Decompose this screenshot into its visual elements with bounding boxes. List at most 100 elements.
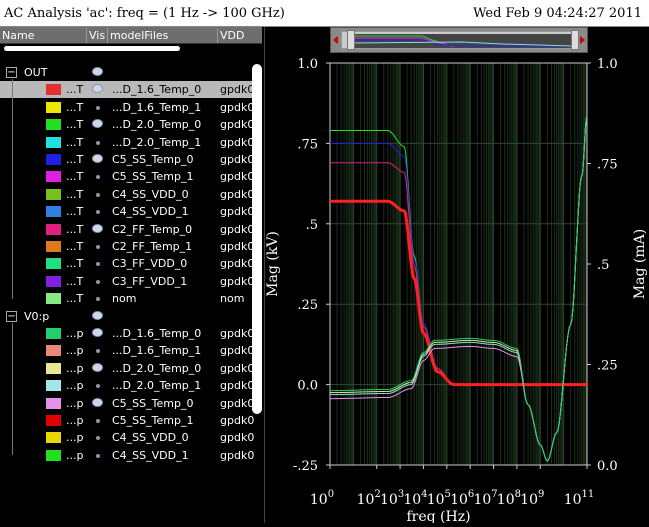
signal-row[interactable]: ...p C4_SS_VDD_0 gpdk0 xyxy=(0,429,258,446)
signal-row[interactable]: ...p C5_SS_Temp_1 gpdk0 xyxy=(0,412,258,429)
model-file: ...D_1.6_Temp_0 xyxy=(112,83,202,97)
column-name[interactable]: Name xyxy=(2,29,35,42)
color-swatch[interactable] xyxy=(46,293,61,305)
color-swatch[interactable] xyxy=(46,206,61,218)
visibility-dot-icon[interactable] xyxy=(96,140,100,145)
visibility-dot-icon[interactable] xyxy=(96,297,100,302)
group-v0-p[interactable]: − V0:p xyxy=(0,308,258,325)
color-swatch[interactable] xyxy=(46,136,61,148)
signal-row[interactable]: ...T C2_FF_Temp_0 gpdk0 xyxy=(0,221,258,238)
model-file: ...D_1.6_Temp_1 xyxy=(112,100,202,114)
visibility-dot-icon[interactable] xyxy=(96,349,100,354)
color-swatch[interactable] xyxy=(46,275,61,287)
signal-row[interactable]: ...T ...D_1.6_Temp_1 gpdk0 xyxy=(0,99,258,116)
y-right-tick-label: .75 xyxy=(597,158,618,173)
signal-row[interactable]: ...T nom nom xyxy=(0,290,258,307)
color-swatch[interactable] xyxy=(46,415,61,426)
color-swatch[interactable] xyxy=(46,449,61,461)
visibility-dot-icon[interactable] xyxy=(96,419,100,423)
y-left-tick-label: 1.0 xyxy=(297,57,318,72)
tree-line xyxy=(12,322,13,456)
signal-row[interactable]: ...T ...D_2.0_Temp_0 gpdk0 xyxy=(0,116,258,133)
color-swatch[interactable] xyxy=(46,119,61,131)
visibility-eye-icon[interactable] xyxy=(92,310,103,320)
color-swatch[interactable] xyxy=(46,241,61,252)
visibility-dot-icon[interactable] xyxy=(96,436,100,441)
vertical-scrollbar[interactable] xyxy=(252,64,262,414)
signal-row[interactable]: ...p ...D_1.6_Temp_1 gpdk0 xyxy=(0,342,258,359)
horizontal-scrollbar[interactable] xyxy=(4,46,180,51)
color-swatch[interactable] xyxy=(46,432,61,444)
slider-overview-waveforms xyxy=(347,34,573,48)
signal-name: ...p xyxy=(66,379,84,393)
visibility-eye-icon[interactable] xyxy=(92,362,103,372)
color-swatch[interactable] xyxy=(46,380,61,392)
slider-right-handle[interactable] xyxy=(571,30,579,50)
signal-row[interactable]: ...T C4_SS_VDD_0 gpdk0 xyxy=(0,186,258,203)
color-swatch[interactable] xyxy=(46,345,61,357)
color-swatch[interactable] xyxy=(46,188,61,200)
visibility-dot-icon[interactable] xyxy=(96,262,100,267)
vdd-value: gpdk0 xyxy=(220,153,255,166)
color-swatch[interactable] xyxy=(46,397,61,409)
color-swatch[interactable] xyxy=(46,258,61,270)
visibility-eye-icon[interactable] xyxy=(92,397,103,407)
color-swatch[interactable] xyxy=(46,101,61,113)
visibility-eye-icon[interactable] xyxy=(92,154,103,163)
signal-row[interactable]: ...T C5_SS_Temp_1 gpdk0 xyxy=(0,168,258,185)
signal-row[interactable]: ...T C4_SS_VDD_1 gpdk0 xyxy=(0,203,258,220)
signal-row[interactable]: ...p ...D_1.6_Temp_0 gpdk0 xyxy=(0,325,258,342)
collapse-toggle-icon[interactable]: − xyxy=(6,310,17,322)
column-modelfiles[interactable]: modelFiles xyxy=(107,28,217,43)
visibility-dot-icon[interactable] xyxy=(96,105,100,110)
slider-overview-track[interactable] xyxy=(341,31,576,49)
column-vdd[interactable]: VDD xyxy=(217,28,262,43)
signal-row[interactable]: ...T C3_FF_VDD_1 gpdk0 xyxy=(0,273,258,290)
signal-name: ...p xyxy=(66,327,84,340)
signal-row[interactable]: ...p C4_SS_VDD_1 gpdk0 xyxy=(0,447,258,464)
slider-left-handle[interactable] xyxy=(347,30,355,50)
signal-name: ...p xyxy=(66,414,84,427)
signal-row[interactable]: ...p C5_SS_Temp_0 gpdk0 xyxy=(0,395,258,412)
color-swatch[interactable] xyxy=(46,328,61,339)
signal-name: ...p xyxy=(66,431,84,445)
signal-row[interactable]: ...p ...D_2.0_Temp_1 gpdk0 xyxy=(0,377,258,394)
column-vis[interactable]: Vis xyxy=(86,28,107,43)
signal-row[interactable]: ...T C5_SS_Temp_0 gpdk0 xyxy=(0,151,258,168)
visibility-eye-icon[interactable] xyxy=(92,223,103,233)
visibility-dot-icon[interactable] xyxy=(96,175,100,180)
vdd-value: gpdk0 xyxy=(220,257,255,271)
signal-row[interactable]: ...T ...D_2.0_Temp_1 gpdk0 xyxy=(0,134,258,151)
visibility-eye-icon[interactable] xyxy=(92,328,103,337)
group-out[interactable]: − OUT xyxy=(0,64,258,81)
visibility-eye-icon[interactable] xyxy=(92,119,103,129)
signal-row[interactable]: ...T C3_FF_VDD_0 gpdk0 xyxy=(0,255,258,272)
zoom-slider[interactable] xyxy=(330,27,588,53)
color-swatch[interactable] xyxy=(46,84,61,96)
visibility-dot-icon[interactable] xyxy=(96,245,100,249)
color-swatch[interactable] xyxy=(46,154,61,165)
signal-name: ...T xyxy=(66,257,84,271)
visibility-dot-icon[interactable] xyxy=(96,453,100,458)
slider-left-arrow-icon[interactable] xyxy=(333,36,338,44)
color-swatch[interactable] xyxy=(46,171,61,183)
color-swatch[interactable] xyxy=(46,362,61,374)
x-tick-label: 104 xyxy=(403,489,427,508)
vdd-value: gpdk0 xyxy=(220,118,255,132)
signal-row[interactable]: ...p ...D_2.0_Temp_0 gpdk0 xyxy=(0,360,258,377)
visibility-dot-icon[interactable] xyxy=(96,279,100,284)
signal-name: ...T xyxy=(66,83,84,97)
slider-right-arrow-icon[interactable] xyxy=(580,36,585,44)
visibility-dot-icon[interactable] xyxy=(96,192,100,197)
color-swatch[interactable] xyxy=(46,223,61,235)
visibility-eye-icon[interactable] xyxy=(92,84,103,94)
model-file: C5_SS_Temp_0 xyxy=(112,153,194,166)
visibility-dot-icon[interactable] xyxy=(96,384,100,389)
signal-row[interactable]: ...T C2_FF_Temp_1 gpdk0 xyxy=(0,238,258,255)
signal-row[interactable]: ...T ...D_1.6_Temp_0 gpdk0 xyxy=(0,81,258,99)
visibility-eye-icon[interactable] xyxy=(92,67,103,76)
collapse-toggle-icon[interactable]: − xyxy=(6,67,17,78)
visibility-dot-icon[interactable] xyxy=(96,210,100,215)
vdd-value: gpdk0 xyxy=(220,361,255,375)
x-tick-label: 102 xyxy=(357,489,381,508)
